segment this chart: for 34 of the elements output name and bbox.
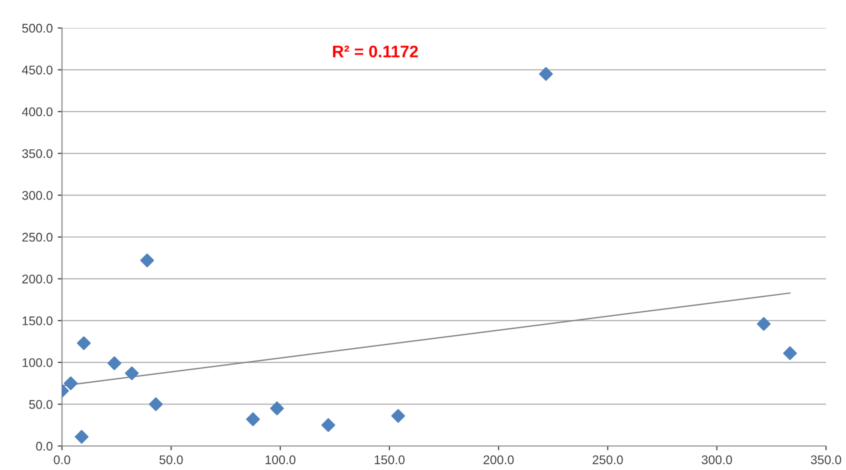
point xyxy=(124,366,139,380)
y-tick-label: 250.0 xyxy=(22,232,52,242)
x-tick-label: 300.0 xyxy=(702,455,732,464)
y-tick-label: 0.0 xyxy=(36,442,52,451)
y-tick-label: 150.0 xyxy=(22,316,52,326)
x-tick-label: 250.0 xyxy=(592,455,623,464)
x-tick-label: 100.0 xyxy=(266,455,296,464)
x-tick-label: 200.0 xyxy=(484,455,514,464)
y-tick-label: 450.0 xyxy=(22,66,52,74)
point xyxy=(246,412,260,426)
point xyxy=(64,376,78,390)
point xyxy=(321,418,336,432)
point xyxy=(140,254,154,268)
y-tick-label: 100.0 xyxy=(22,358,52,368)
y-tick-label: 350.0 xyxy=(22,149,52,158)
x-tick-label: 150.0 xyxy=(374,455,405,464)
point xyxy=(391,409,406,423)
y-tick-label: 200.0 xyxy=(22,274,52,284)
point xyxy=(756,317,771,331)
point xyxy=(148,397,163,412)
x-tick-label: 0.0 xyxy=(54,455,70,464)
point xyxy=(107,356,122,370)
x-tick-label: 350.0 xyxy=(810,455,842,464)
point xyxy=(76,336,91,350)
point xyxy=(74,430,89,444)
annotation: R² = 0.1172 xyxy=(333,46,418,58)
x-tick-label: 50.0 xyxy=(159,455,183,464)
y-tick-label: 50.0 xyxy=(29,400,52,409)
y-tick-label: 400.0 xyxy=(22,107,52,116)
y-tick-label: 500.0 xyxy=(22,24,52,33)
point xyxy=(539,67,553,81)
y-tick-label: 300.0 xyxy=(22,191,52,200)
point xyxy=(270,401,284,416)
point xyxy=(783,346,797,360)
